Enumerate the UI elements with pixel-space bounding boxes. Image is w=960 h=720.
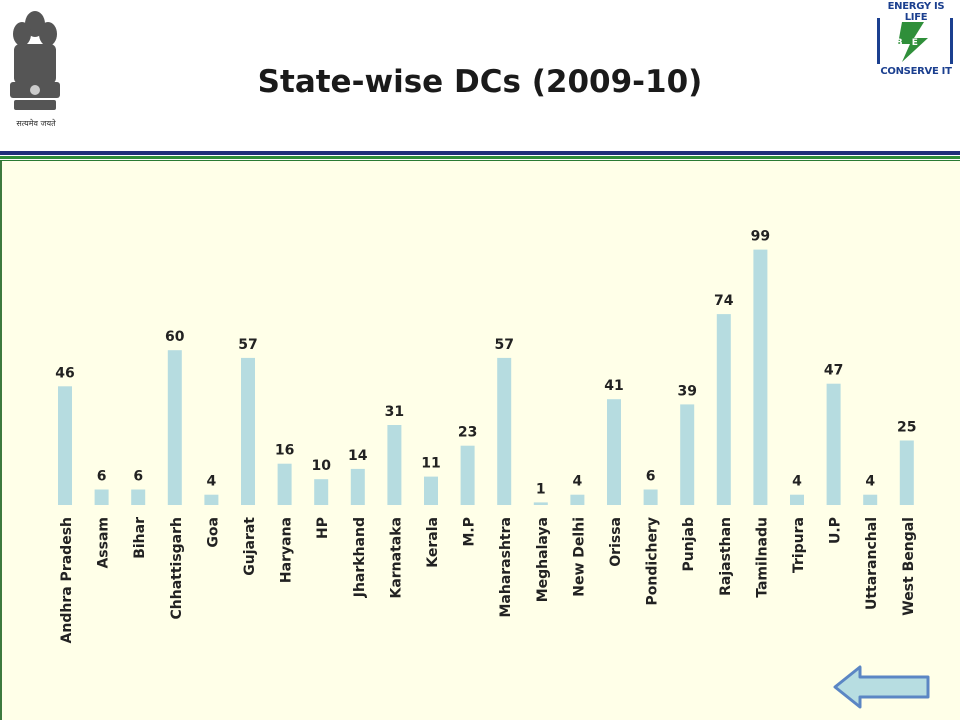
bar xyxy=(350,468,365,505)
bar xyxy=(790,494,804,505)
bar xyxy=(533,502,548,505)
bar xyxy=(387,425,402,505)
header-stripe-green xyxy=(0,156,960,159)
chart-title: State-wise DCs (2009-10) xyxy=(257,64,703,100)
bar xyxy=(204,494,219,505)
x-tick-label: Goa xyxy=(205,517,221,548)
x-tick-label: Assam xyxy=(96,517,112,569)
x-tick-label: Maharashtra xyxy=(498,517,514,618)
data-label: 4 xyxy=(207,474,217,490)
x-tick-label: Jharkhand xyxy=(352,517,368,598)
x-tick-label: Karnataka xyxy=(388,517,404,599)
bar xyxy=(277,463,292,505)
data-label: 1 xyxy=(536,481,546,497)
bar xyxy=(314,479,329,505)
data-label: 47 xyxy=(824,363,843,379)
logo-tagline-top: ENERGY IS LIFE xyxy=(887,1,945,23)
x-tick-label: New Delhi xyxy=(571,517,587,597)
back-button[interactable] xyxy=(832,664,932,710)
national-emblem-icon xyxy=(4,4,66,134)
logo-tagline-bottom: CONSERVE IT xyxy=(880,66,952,77)
x-tick-label: Bihar xyxy=(132,517,148,559)
x-tick-label: Chhattisgarh xyxy=(169,517,185,620)
bar xyxy=(58,386,72,505)
x-tick-label: Andhra Pradesh xyxy=(59,517,75,643)
x-tick-label: U.P xyxy=(828,517,844,544)
data-label: 25 xyxy=(897,420,916,436)
emblem-caption: सत्यमेव जयते xyxy=(16,119,56,128)
data-label: 57 xyxy=(238,337,257,353)
data-label: 6 xyxy=(133,469,143,485)
data-label: 11 xyxy=(421,456,440,472)
x-tick-label: Gujarat xyxy=(242,517,258,576)
bar xyxy=(167,350,182,505)
x-tick-label: Haryana xyxy=(279,517,295,583)
chart-panel xyxy=(0,161,960,720)
data-label: 4 xyxy=(865,474,875,490)
bar xyxy=(607,399,621,505)
data-label: 99 xyxy=(751,229,770,245)
data-label: 74 xyxy=(714,293,734,309)
bar xyxy=(131,489,146,505)
data-label: 6 xyxy=(646,469,656,485)
x-tick-label: Kerala xyxy=(425,517,441,568)
data-label: 4 xyxy=(573,474,583,490)
logo-mark xyxy=(877,18,953,64)
data-label: 10 xyxy=(311,458,331,474)
data-label: 39 xyxy=(677,383,696,399)
bar xyxy=(497,357,512,505)
x-tick-label: HP xyxy=(315,517,331,539)
header-stripe-line xyxy=(0,160,960,161)
bar xyxy=(680,404,695,505)
data-label: 14 xyxy=(348,448,368,464)
bar xyxy=(863,494,878,505)
bar xyxy=(570,494,585,505)
x-tick-label: Pondichery xyxy=(645,517,661,605)
data-label: 6 xyxy=(97,469,107,485)
bar xyxy=(753,249,768,505)
x-tick-label: Meghalaya xyxy=(535,517,551,602)
data-label: 41 xyxy=(604,378,623,394)
bar xyxy=(716,314,731,505)
bar xyxy=(460,445,475,505)
x-tick-label: West Bengal xyxy=(901,517,917,616)
x-tick-label: Punjab xyxy=(681,517,697,571)
x-tick-label: Orissa xyxy=(608,517,624,567)
x-tick-label: M.P xyxy=(462,517,478,547)
logo-mark-text: B E E xyxy=(895,38,937,48)
data-label: 57 xyxy=(494,337,513,353)
bee-logo-icon: ENERGY IS LIFE B E E CONSERVE IT xyxy=(875,0,957,92)
slide-header: सत्यमेव जयते State-wise DCs (2009-10) EN… xyxy=(0,0,960,150)
bar xyxy=(241,357,255,505)
x-tick-label: Tamilnadu xyxy=(754,517,770,598)
x-tick-label: Tripura xyxy=(791,517,807,573)
data-label: 4 xyxy=(792,474,802,490)
x-tick-label: Uttaranchal xyxy=(864,517,880,610)
bar xyxy=(94,489,109,505)
bar xyxy=(643,489,658,505)
data-label: 23 xyxy=(458,425,477,441)
header-stripe-blue xyxy=(0,151,960,155)
data-label: 60 xyxy=(165,329,185,345)
bar xyxy=(424,476,438,505)
left-arrow-icon xyxy=(833,665,930,709)
data-label: 31 xyxy=(385,404,404,420)
data-label: 46 xyxy=(55,365,74,381)
x-tick-label: Rajasthan xyxy=(718,517,734,596)
data-label: 16 xyxy=(275,443,294,459)
bar xyxy=(899,440,914,505)
bar xyxy=(826,383,841,505)
